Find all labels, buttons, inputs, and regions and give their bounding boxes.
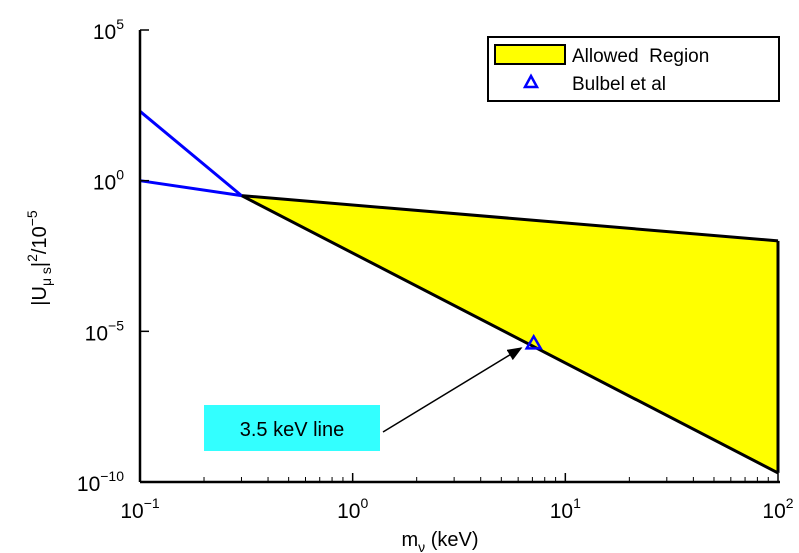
annotation-3-5kev: 3.5 keV line [204, 347, 523, 451]
y-tick-label: 10−10 [77, 468, 124, 496]
annotation-arrow [382, 347, 523, 433]
series-layer [139, 110, 780, 475]
bulbel-triangle-marker [524, 333, 543, 350]
legend-swatch-allowed-region [494, 44, 566, 65]
legend-label-bulbel: Bulbel et al [572, 74, 666, 95]
y-tick-label: 10−5 [85, 317, 125, 345]
y-axis-label: |Uμ s|2/10−5 [24, 210, 54, 306]
annotation-box [204, 405, 380, 451]
x-axis-label: mν (keV) [401, 529, 478, 553]
blue-constraint-line-4 [139, 179, 242, 198]
x-tick-label: 102 [762, 495, 793, 523]
legend: Allowed Region Bulbel et al [487, 36, 780, 102]
region-boundary-line-0 [241, 194, 779, 243]
region-boundary-line-1 [240, 194, 779, 475]
y-tick-label: 100 [93, 167, 124, 195]
x-tick-label: 10−1 [120, 495, 160, 523]
annotation-text: 3.5 keV line [240, 419, 345, 441]
y-tick-label: 105 [93, 16, 124, 44]
blue-constraint-line-3 [139, 110, 243, 197]
x-tick-label: 101 [550, 495, 581, 523]
x-tick-label: 100 [337, 495, 368, 523]
legend-label-allowed-region: Allowed Region [572, 46, 709, 67]
legend-triangle-icon [522, 73, 540, 89]
marker-layer [524, 333, 543, 350]
tick-layer: 10−1 100 101 102 10−10 10−5 100 105 [77, 16, 794, 523]
